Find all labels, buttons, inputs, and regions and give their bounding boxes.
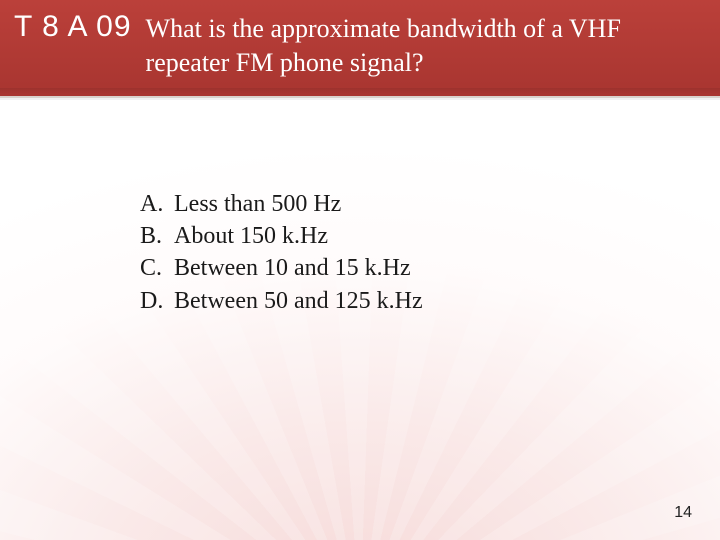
- answer-letter: C.: [140, 252, 174, 284]
- answer-option: C. Between 10 and 15 k.Hz: [140, 252, 720, 284]
- answer-text: Between 50 and 125 k.Hz: [174, 285, 423, 317]
- answer-option: D. Between 50 and 125 k.Hz: [140, 285, 720, 317]
- answer-text: About 150 k.Hz: [174, 220, 328, 252]
- question-number: T 8 A 09: [14, 8, 132, 44]
- answer-text: Less than 500 Hz: [174, 188, 341, 220]
- answer-option: B. About 150 k.Hz: [140, 220, 720, 252]
- question-text: What is the approximate bandwidth of a V…: [132, 8, 692, 80]
- answer-text: Between 10 and 15 k.Hz: [174, 252, 411, 284]
- answer-letter: A.: [140, 188, 174, 220]
- answer-option: A. Less than 500 Hz: [140, 188, 720, 220]
- answer-letter: D.: [140, 285, 174, 317]
- answer-list: A. Less than 500 Hz B. About 150 k.Hz C.…: [140, 188, 720, 318]
- answer-letter: B.: [140, 220, 174, 252]
- question-header: T 8 A 09 What is the approximate bandwid…: [0, 0, 720, 98]
- page-number: 14: [674, 504, 692, 522]
- header-shadow: [0, 88, 720, 94]
